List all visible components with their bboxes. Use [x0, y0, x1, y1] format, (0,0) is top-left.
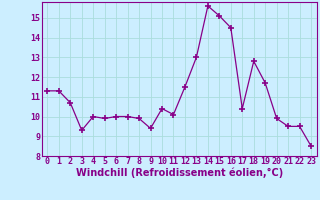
X-axis label: Windchill (Refroidissement éolien,°C): Windchill (Refroidissement éolien,°C) — [76, 168, 283, 178]
